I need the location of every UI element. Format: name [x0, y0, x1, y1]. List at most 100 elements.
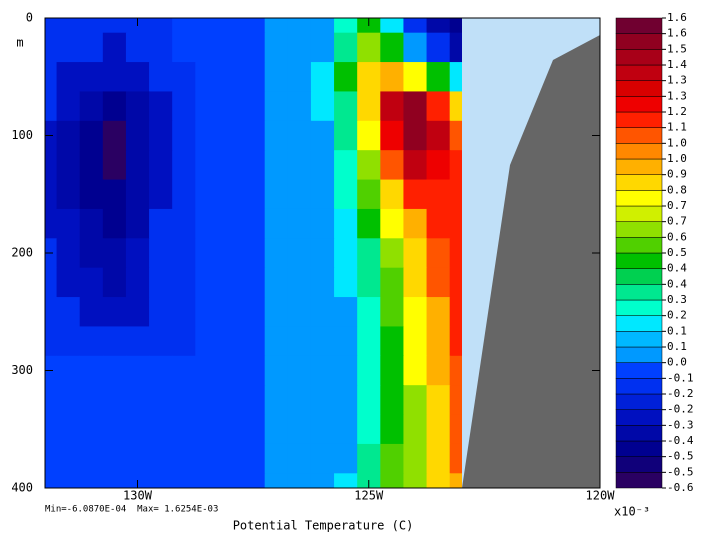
- field-cell: [310, 238, 335, 269]
- field-cell: [403, 385, 428, 416]
- field-cell: [125, 32, 150, 63]
- field-cell: [149, 355, 173, 386]
- field-cell: [287, 150, 312, 181]
- field-cell: [102, 120, 127, 151]
- field-cell: [45, 32, 58, 63]
- field-cell: [218, 62, 243, 93]
- field-cell: [241, 297, 266, 328]
- field-cell: [264, 150, 289, 181]
- colorbar-label: 1.6: [667, 11, 687, 24]
- field-cell: [195, 120, 220, 151]
- field-cell: [195, 18, 220, 34]
- field-cell: [102, 326, 127, 357]
- field-cell: [357, 238, 381, 269]
- field-cell: [172, 326, 196, 357]
- field-cell: [357, 326, 381, 357]
- colorbar-box: [615, 346, 663, 363]
- field-cell: [195, 473, 220, 488]
- field-cell: [218, 208, 243, 239]
- field-cell: [334, 18, 358, 34]
- field-cell: [287, 32, 312, 63]
- field-cell: [149, 62, 173, 93]
- field-cell: [149, 91, 173, 122]
- field-cell: [357, 62, 381, 93]
- field-cell: [102, 62, 127, 93]
- field-cell: [310, 443, 335, 474]
- colorbar-label: -0.2: [667, 387, 694, 400]
- field-cell: [403, 297, 428, 328]
- field-cell: [149, 326, 173, 357]
- field-cell: [172, 385, 196, 416]
- field-cell: [310, 62, 335, 93]
- colorbar-label: 0.7: [667, 215, 687, 228]
- colorbar-label: -0.4: [667, 434, 694, 447]
- field-cell: [79, 443, 104, 474]
- field-cell: [426, 385, 451, 416]
- field-cell: [334, 326, 358, 357]
- field-cell: [125, 179, 150, 210]
- colorbar-box: [615, 158, 663, 175]
- field-cell: [56, 62, 81, 93]
- field-cell: [172, 355, 196, 386]
- field-cell: [102, 443, 127, 474]
- field-cell: [195, 267, 220, 298]
- field-cell: [172, 18, 196, 34]
- field-cell: [287, 443, 312, 474]
- colorbar-box: [615, 362, 663, 379]
- field-cell: [56, 179, 81, 210]
- field-cell: [310, 150, 335, 181]
- field-cell: [149, 297, 173, 328]
- field-cell: [172, 120, 196, 151]
- field-cell: [357, 179, 381, 210]
- field-cell: [264, 326, 289, 357]
- field-cell: [380, 208, 405, 239]
- field-cell: [218, 297, 243, 328]
- field-cell: [357, 385, 381, 416]
- field-cell: [403, 120, 428, 151]
- field-cell: [287, 208, 312, 239]
- field-cell: [195, 414, 220, 445]
- field-cell: [310, 179, 335, 210]
- field-cell: [218, 120, 243, 151]
- field-cell: [310, 267, 335, 298]
- field-cell: [334, 355, 358, 386]
- field-cell: [149, 32, 173, 63]
- field-cell: [310, 355, 335, 386]
- field-cell: [403, 473, 428, 488]
- y-tick-label: 200: [11, 246, 33, 260]
- field-cell: [149, 414, 173, 445]
- field-cell: [380, 267, 405, 298]
- field-cell: [149, 18, 173, 34]
- field-cell: [334, 385, 358, 416]
- field-cell: [334, 238, 358, 269]
- colorbar-box: [615, 127, 663, 144]
- colorbar-label: 0.1: [667, 324, 687, 337]
- field-cell: [79, 179, 104, 210]
- field-cell: [426, 473, 451, 488]
- colorbar-box: [615, 440, 663, 457]
- field-cell: [287, 326, 312, 357]
- field-cell: [403, 238, 428, 269]
- field-cell: [172, 179, 196, 210]
- field-cell: [172, 91, 196, 122]
- field-cell: [195, 385, 220, 416]
- field-cell: [264, 18, 289, 34]
- field-cell: [403, 414, 428, 445]
- field-cell: [218, 443, 243, 474]
- x-tick-label: 120W: [586, 489, 616, 503]
- field-cell: [241, 385, 266, 416]
- field-cell: [172, 208, 196, 239]
- colorbar-box: [615, 174, 663, 191]
- field-cell: [45, 297, 58, 328]
- colorbar-label: 1.6: [667, 27, 687, 40]
- colorbar-box: [615, 456, 663, 473]
- field-cell: [426, 238, 451, 269]
- colorbar-label: 1.3: [667, 74, 687, 87]
- colorbar-label: -0.1: [667, 371, 694, 384]
- field-cell: [149, 443, 173, 474]
- field-cell: [403, 355, 428, 386]
- field-cell: [102, 18, 127, 34]
- field-cell: [426, 150, 451, 181]
- field-cell: [380, 297, 405, 328]
- field-cell: [241, 32, 266, 63]
